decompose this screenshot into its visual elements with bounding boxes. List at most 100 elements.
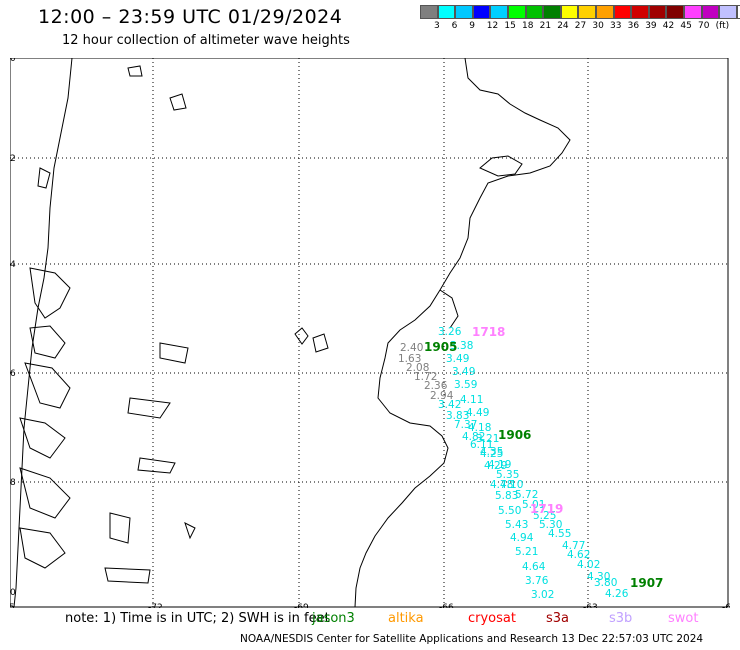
color-scale-labels: 3 6 9 12 15 18 21 24 27 30 33 36 39 42 45 70 (ft) xyxy=(420,19,740,33)
latitude-label: -40 xyxy=(10,58,16,64)
map-frame xyxy=(10,58,729,608)
wave-height-value: 5.30 xyxy=(539,519,562,531)
wave-height-value: 4.64 xyxy=(522,561,546,573)
wave-height-value: 4.77 xyxy=(562,540,585,552)
scale-label: 30 xyxy=(592,21,604,31)
scale-label: 21 xyxy=(539,21,552,31)
wave-height-value: 4.49 xyxy=(466,407,489,419)
scale-label: 70 xyxy=(698,21,710,31)
wave-height-map: -40 -42 -44 -46 -48 -50 -75 -72 -69 -66 -63 -60 3.… xyxy=(10,58,730,608)
wave-height-value: 4.26 xyxy=(605,588,629,600)
longitude-label: -72 xyxy=(148,603,163,608)
wave-height-value: 2.40 xyxy=(400,342,423,354)
wave-height-value: 4.94 xyxy=(510,532,534,544)
wave-height-value: 4.29 xyxy=(484,460,507,472)
wave-height-value: 4.19 xyxy=(488,459,511,471)
scale-label: 33 xyxy=(610,21,622,31)
wave-height-value: 4.11 xyxy=(460,394,483,406)
wave-height-value: 5.35 xyxy=(496,469,519,481)
wave-height-value: 2.36 xyxy=(424,380,448,392)
wave-height-value: 2.94 xyxy=(430,390,454,402)
coastline xyxy=(13,58,571,608)
wave-height-values: 3.263.383.493.493.594.113.424.493.837.37… xyxy=(398,326,629,601)
scale-label: 45 xyxy=(680,21,692,31)
scale-swatch xyxy=(613,5,632,19)
scale-label: 42 xyxy=(662,21,675,31)
scale-label: 9 xyxy=(469,21,475,31)
scale-swatch xyxy=(719,5,737,19)
wave-height-value: 3.83 xyxy=(446,410,469,422)
wave-height-value: 6.11 xyxy=(470,439,493,451)
longitude-labels: -75 -72 -69 -66 -63 -60 xyxy=(10,603,730,608)
pass-id-label: 1907 xyxy=(630,576,663,590)
wave-height-value: 2.08 xyxy=(406,362,429,374)
wave-height-value: 3.76 xyxy=(525,575,549,587)
wave-height-value: 4.62 xyxy=(567,549,590,561)
footer-credit: NOAA/NESDIS Center for Satellite Applica… xyxy=(240,633,704,645)
scale-label: 24 xyxy=(557,21,569,31)
map-subtitle: 12 hour collection of altimeter wave hei… xyxy=(62,33,350,48)
pass-id-label: 1905 xyxy=(424,340,457,354)
wave-height-value: 4.35 xyxy=(480,446,503,458)
scale-swatch xyxy=(683,5,702,19)
wave-height-value: 4.18 xyxy=(468,422,491,434)
latitude-label: -46 xyxy=(10,369,16,379)
satellite-legend-cryosat: cryosat xyxy=(468,611,516,626)
pass-id-label: 1906 xyxy=(498,428,531,442)
scale-swatch xyxy=(595,5,614,19)
latitude-label: -42 xyxy=(10,154,16,164)
scale-swatch xyxy=(507,5,526,19)
wave-height-value: 3.02 xyxy=(531,589,554,601)
pass-id-label: 1718 xyxy=(472,325,505,339)
wave-height-value: 5.25 xyxy=(533,510,556,522)
scale-label: 36 xyxy=(627,21,640,31)
scale-swatch xyxy=(736,5,740,19)
wave-height-value: 4.55 xyxy=(548,528,571,540)
latitude-label: -50 xyxy=(10,588,16,598)
longitude-label: -75 xyxy=(10,603,15,608)
pass-id-label: 1719 xyxy=(530,502,563,516)
scale-swatch xyxy=(578,5,596,19)
map-title: 12:00 – 23:59 UTC 01/29/2024 xyxy=(38,6,343,28)
wave-height-value: 4.82 xyxy=(462,431,485,443)
scale-swatch xyxy=(560,5,579,19)
satellite-legend-altika: altika xyxy=(388,611,424,626)
satellite-legend-swot: swot xyxy=(668,611,699,626)
scale-swatch xyxy=(420,5,438,19)
satellite-legend-jason3: jason3 xyxy=(312,611,355,626)
scale-label: 6 xyxy=(451,21,458,31)
scale-swatch xyxy=(666,5,684,19)
wave-height-value: 5.50 xyxy=(498,505,521,517)
latitude-label: -44 xyxy=(10,260,16,270)
wave-height-value: 5.72 xyxy=(515,489,538,501)
scale-label: 3 xyxy=(434,21,440,31)
scale-label: 12 xyxy=(486,21,499,31)
wave-height-value: 1.72 xyxy=(414,371,437,383)
scale-swatch xyxy=(472,5,491,19)
wave-height-value: 3.38 xyxy=(450,340,473,352)
latitude-labels: -40 -42 -44 -46 -48 -50 xyxy=(10,58,16,598)
longitude-label: -63 xyxy=(583,603,598,608)
color-scale-swatches xyxy=(420,5,740,19)
scale-swatch xyxy=(490,5,508,19)
wave-height-value: 5.01 xyxy=(522,499,545,511)
color-scale: 3 6 9 12 15 18 21 24 27 30 33 36 39 42 45 70 (ft) xyxy=(420,5,740,33)
wave-height-value: 3.26 xyxy=(438,326,462,338)
wave-height-value: 4.30 xyxy=(587,571,610,583)
wave-height-value: 3.42 xyxy=(438,399,461,411)
wave-height-value: 7.37 xyxy=(454,419,477,431)
wave-height-value: 3.59 xyxy=(454,379,477,391)
wave-height-value: 5.21 xyxy=(515,546,538,558)
scale-label: (ft) xyxy=(715,21,730,31)
scale-label: 39 xyxy=(645,21,657,31)
wave-height-value: 5.83 xyxy=(495,490,518,502)
wave-height-value: 4.25 xyxy=(480,448,503,460)
satellite-pass-labels: 1718 1905 1906 1719 1907 xyxy=(424,325,663,590)
wave-height-value: 1.63 xyxy=(398,353,421,365)
wave-height-value: 3.49 xyxy=(446,353,469,365)
note-text: note: 1) Time is in UTC; 2) SWH is in fe… xyxy=(65,611,330,626)
scale-swatch xyxy=(701,5,720,19)
longitude-label: -69 xyxy=(294,603,309,608)
wave-height-value: 3.80 xyxy=(594,577,617,589)
scale-label: 27 xyxy=(574,21,587,31)
